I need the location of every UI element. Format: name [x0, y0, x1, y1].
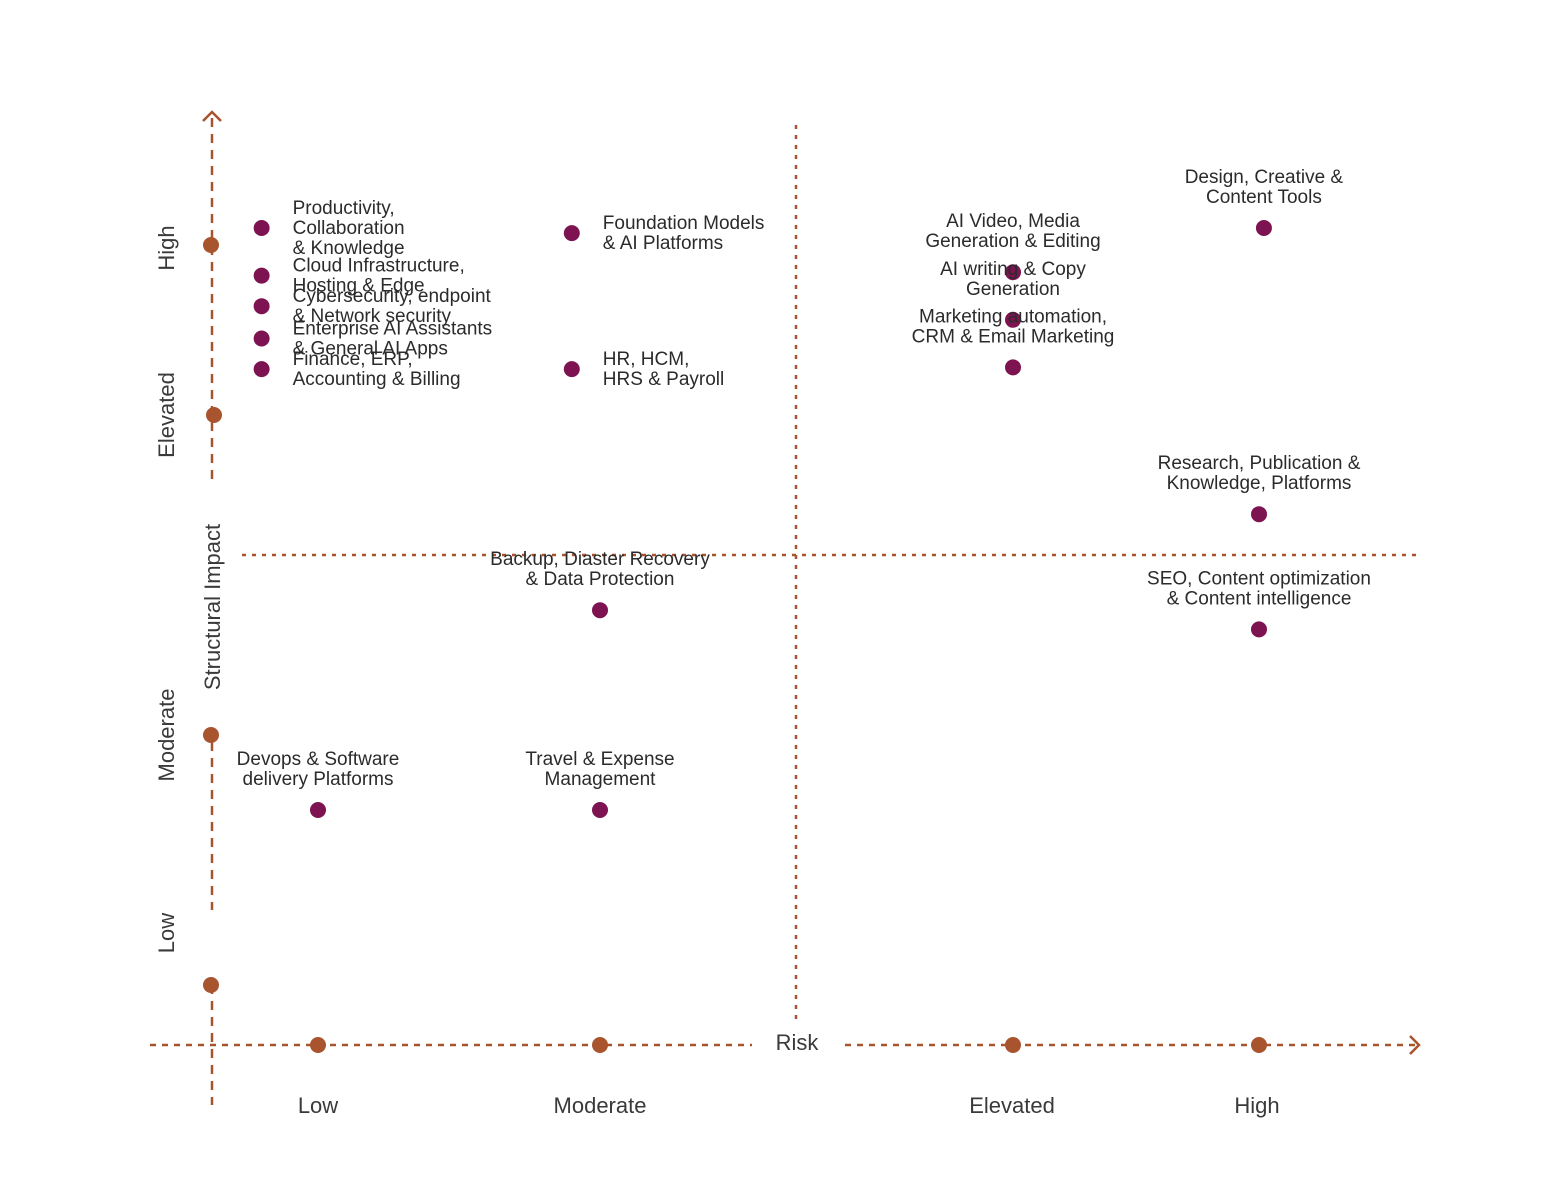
- data-point-label: AI Video, Media Generation & Editing: [925, 211, 1100, 252]
- data-point: [563, 225, 580, 242]
- y-tick-label: Elevated: [154, 372, 179, 458]
- data-point: [1251, 621, 1267, 638]
- x-tick-label: Moderate: [554, 1093, 647, 1118]
- data-point: [253, 361, 270, 378]
- data-point-label: Devops & Software delivery Platforms: [237, 749, 400, 790]
- x-axis-arrow-icon: [1409, 1035, 1421, 1055]
- data-point-label: Finance, ERP, Accounting & Billing: [293, 349, 461, 390]
- y-tick-label: Moderate: [154, 689, 179, 782]
- data-point: [253, 267, 270, 284]
- data-point: [592, 602, 608, 619]
- data-point-label: Cloud Infrastructure, Hosting & Edge: [293, 256, 465, 297]
- data-point: [592, 802, 608, 818]
- x-tick-marker: [310, 1037, 326, 1053]
- data-point: [563, 361, 580, 378]
- x-tick-label: Elevated: [969, 1093, 1055, 1118]
- data-point: [253, 298, 270, 315]
- y-axis-arrow-icon: [202, 110, 222, 122]
- y-tick-label: High: [154, 225, 179, 270]
- y-axis-title: Structural Impact: [200, 524, 225, 690]
- data-point-label: Marketing automation, CRM & Email Marketi…: [912, 306, 1115, 347]
- data-point-label: AI writing & Copy Generation: [940, 259, 1086, 300]
- data-point: [1005, 359, 1021, 376]
- x-tick-group: Low Moderate Elevated High: [298, 1037, 1280, 1118]
- x-tick-marker: [592, 1037, 608, 1053]
- y-tick-marker: [203, 237, 219, 253]
- data-point-label: Foundation Models & AI Platforms: [603, 213, 765, 254]
- data-point-label: Backup, Diaster Recovery & Data Protectio…: [490, 549, 710, 590]
- x-tick-label: Low: [298, 1093, 338, 1118]
- data-point-label: Research, Publication & Knowledge, Platfo…: [1158, 453, 1361, 494]
- x-tick-marker: [1251, 1037, 1267, 1053]
- y-tick-label: Low: [154, 913, 179, 953]
- data-point: [310, 802, 326, 818]
- y-tick-marker: [206, 407, 222, 423]
- data-point-label: Productivity, Collaboration & Knowledge: [293, 198, 405, 259]
- data-point-label: Enterprise AI Assistants & General AI App…: [293, 319, 493, 360]
- data-point: [1251, 506, 1267, 523]
- x-axis-title: Risk: [776, 1030, 820, 1055]
- data-point: [1005, 311, 1021, 328]
- point-group: Productivity, Collaboration & Knowledge Fou…: [237, 167, 1371, 818]
- data-point-label: SEO, Content optimization & Content intel…: [1147, 568, 1371, 609]
- x-tick-marker: [1005, 1037, 1021, 1053]
- y-tick-marker: [203, 727, 219, 743]
- data-point-label: Cybersecurity, endpoint & Network securit…: [293, 286, 492, 327]
- data-point: [1255, 220, 1272, 236]
- y-tick-marker: [203, 977, 219, 993]
- data-point: [253, 330, 270, 347]
- data-point-label: HR, HCM, HRS & Payroll: [603, 349, 724, 390]
- data-point-label: Design, Creative & Content Tools: [1185, 167, 1344, 208]
- x-tick-label: High: [1234, 1093, 1279, 1118]
- y-tick-group: Low Moderate Elevated High: [154, 225, 222, 993]
- data-point: [253, 220, 270, 236]
- data-point: [1005, 264, 1021, 281]
- data-point-label: Travel & Expense Management: [525, 749, 674, 790]
